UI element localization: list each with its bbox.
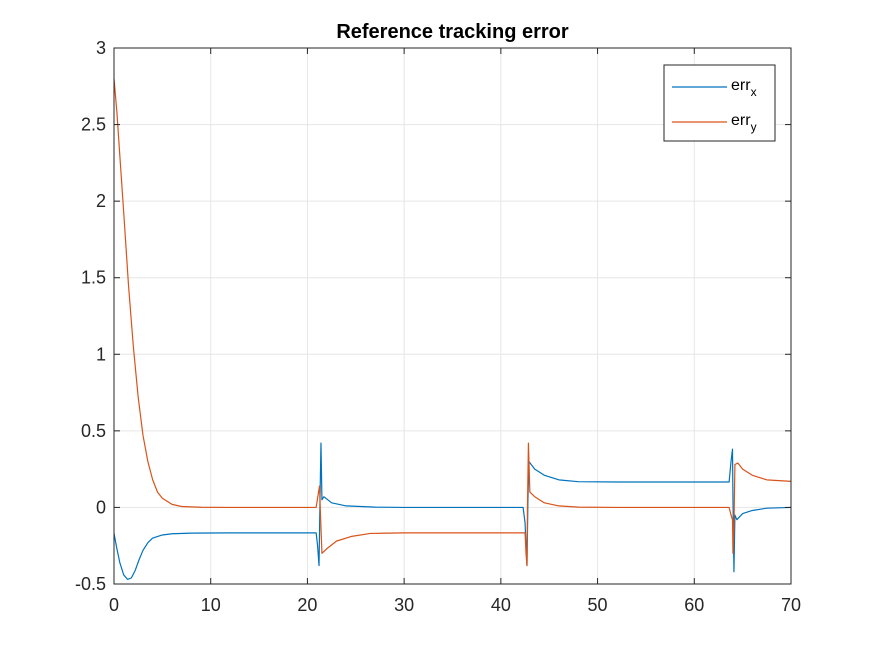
y-tick-label: 1.5 [81, 268, 106, 288]
y-tick-label: 0 [96, 497, 106, 517]
y-tick-label: 0.5 [81, 421, 106, 441]
x-tick-label: 10 [201, 595, 221, 615]
y-tick-label: 2.5 [81, 115, 106, 135]
series-line-err-x [113, 442, 792, 581]
legend: errx erry [663, 64, 776, 142]
x-tick-label: 20 [297, 595, 317, 615]
x-tick-label: 50 [588, 595, 608, 615]
x-tick-label: 70 [781, 595, 801, 615]
x-tick-label: 0 [109, 595, 119, 615]
y-tick-label: -0.5 [75, 574, 106, 594]
axes-box [113, 47, 792, 585]
x-tick-label: 30 [394, 595, 414, 615]
series-line-err-y [113, 78, 792, 567]
legend-label-y: erry [731, 112, 757, 134]
y-tick-label: 2 [96, 191, 106, 211]
y-tick-label: 1 [96, 344, 106, 364]
data-series [113, 78, 792, 581]
legend-label-x: errx [731, 77, 757, 99]
y-tick-label: 3 [96, 38, 106, 58]
x-tick-label: 40 [491, 595, 511, 615]
x-tick-label: 60 [684, 595, 704, 615]
grid-lines [114, 48, 791, 584]
axis-ticks: 0 10 20 30 40 50 60 70-0.500.511.522.53 [75, 38, 801, 615]
legend-box [663, 64, 776, 142]
chart-title: Reference tracking error [336, 21, 569, 43]
